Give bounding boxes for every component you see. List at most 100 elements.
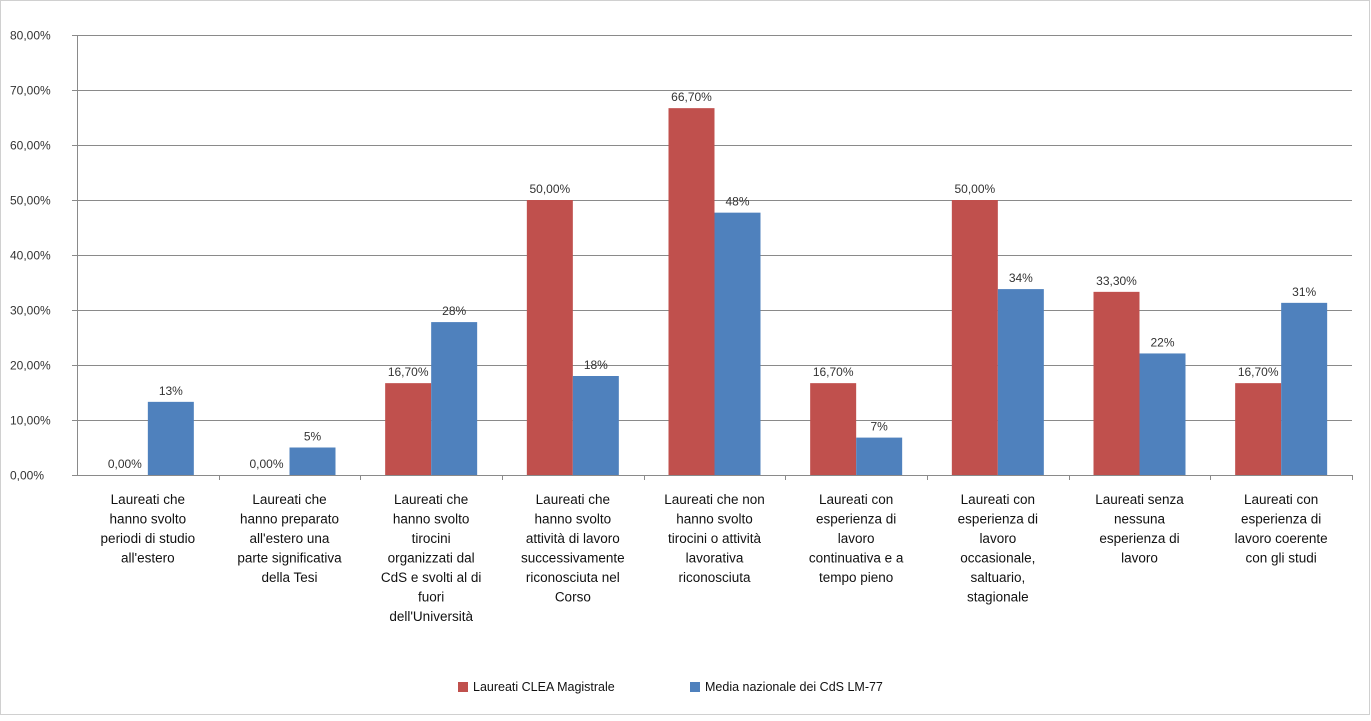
data-label: 0,00% bbox=[249, 457, 283, 471]
category-label: Laureati con bbox=[1244, 492, 1318, 507]
bar-series-2 bbox=[714, 212, 761, 475]
category-label: hanno svolto bbox=[535, 512, 612, 527]
category-label: Laureati che non bbox=[664, 492, 765, 507]
data-label: 16,70% bbox=[388, 365, 429, 379]
category-label: periodi di studio bbox=[101, 531, 196, 546]
category-label: organizzati dal bbox=[388, 551, 475, 566]
data-label: 16,70% bbox=[813, 365, 854, 379]
bar-series-2 bbox=[856, 437, 903, 475]
category-label: all'estero una bbox=[250, 531, 330, 546]
category-label: hanno preparato bbox=[240, 512, 339, 527]
data-label: 66,70% bbox=[671, 90, 712, 104]
category-label: lavoro bbox=[838, 531, 875, 546]
category-label: esperienza di bbox=[958, 512, 1038, 527]
data-label: 31% bbox=[1292, 285, 1316, 299]
data-label: 13% bbox=[159, 384, 183, 398]
category-label: fuori bbox=[418, 590, 444, 605]
legend: Laureati CLEA Magistrale Media nazionale … bbox=[458, 680, 883, 694]
category-label: Laureati senza bbox=[1095, 492, 1184, 507]
bar-series-2 bbox=[997, 289, 1044, 475]
category-label: Laureati che bbox=[536, 492, 610, 507]
category-label: tirocini bbox=[412, 531, 451, 546]
bar-series-2 bbox=[1139, 353, 1186, 475]
y-tick-label: 50,00% bbox=[10, 194, 51, 208]
category-label: saltuario, bbox=[970, 570, 1025, 585]
y-tick-label: 30,00% bbox=[10, 304, 51, 318]
bar-series-2 bbox=[431, 322, 478, 475]
category-label: lavoro bbox=[979, 531, 1016, 546]
category-label: occasionale, bbox=[960, 551, 1035, 566]
bar-series-2 bbox=[572, 376, 619, 475]
category-label: nessuna bbox=[1114, 512, 1166, 527]
bar-series-1 bbox=[951, 200, 998, 475]
axis-layer: 0,00% 10,00% 20,00% 30,00% 40,00% 50,00% 60,00… bbox=[10, 29, 1353, 624]
data-label: 33,30% bbox=[1096, 274, 1137, 288]
bar-series-2 bbox=[1281, 302, 1328, 475]
category-label: Laureati che bbox=[394, 492, 468, 507]
y-tick-label: 40,00% bbox=[10, 249, 51, 263]
category-label: con gli studi bbox=[1246, 551, 1317, 566]
category-label: esperienza di bbox=[1241, 512, 1321, 527]
data-label: 7% bbox=[870, 420, 888, 434]
category-label: hanno svolto bbox=[110, 512, 187, 527]
category-label: della Tesi bbox=[261, 570, 317, 585]
data-label: 50,00% bbox=[954, 182, 995, 196]
bar-series-2 bbox=[147, 401, 194, 475]
category-label: Laureati con bbox=[961, 492, 1035, 507]
category-label: successivamente bbox=[521, 551, 625, 566]
legend-swatch bbox=[458, 682, 468, 692]
category-label: lavorativa bbox=[686, 551, 744, 566]
category-label: esperienza di bbox=[1099, 531, 1179, 546]
bar-series-2 bbox=[289, 447, 336, 475]
data-label: 5% bbox=[304, 430, 322, 444]
bars-layer bbox=[147, 108, 1328, 476]
data-label: 48% bbox=[725, 195, 749, 209]
bar-series-1 bbox=[1235, 383, 1282, 475]
category-label: parte significativa bbox=[237, 551, 342, 566]
category-label: lavoro coerente bbox=[1235, 531, 1328, 546]
data-label: 18% bbox=[584, 358, 608, 372]
category-label: tirocini o attività bbox=[668, 531, 762, 546]
bar-series-1 bbox=[385, 383, 432, 475]
category-label: all'estero bbox=[121, 551, 175, 566]
y-tick-label: 60,00% bbox=[10, 139, 51, 153]
category-label: esperienza di bbox=[816, 512, 896, 527]
category-label: riconosciuta bbox=[678, 570, 751, 585]
category-label: lavoro bbox=[1121, 551, 1158, 566]
category-label: hanno svolto bbox=[676, 512, 753, 527]
data-labels-layer: 0,00% 13% 0,00% 5% 16,70% 28% 50,00% 18% 66,70% 4… bbox=[108, 90, 1317, 471]
data-label: 50,00% bbox=[529, 182, 570, 196]
data-label: 34% bbox=[1009, 271, 1033, 285]
data-label: 22% bbox=[1150, 335, 1174, 349]
bar-series-1 bbox=[810, 383, 857, 475]
y-tick-label: 0,00% bbox=[10, 469, 44, 483]
category-label: dell'Università bbox=[389, 609, 473, 624]
data-label: 16,70% bbox=[1238, 365, 1279, 379]
category-label: hanno svolto bbox=[393, 512, 470, 527]
category-label: riconosciuta nel bbox=[526, 570, 620, 585]
category-label: stagionale bbox=[967, 590, 1029, 605]
bar-series-1 bbox=[1093, 291, 1140, 475]
legend-swatch bbox=[690, 682, 700, 692]
bar-series-1 bbox=[668, 108, 715, 476]
y-tick-label: 70,00% bbox=[10, 84, 51, 98]
bar-series-1 bbox=[526, 200, 573, 475]
category-label: continuativa e a bbox=[809, 551, 904, 566]
legend-label: Laureati CLEA Magistrale bbox=[473, 680, 615, 694]
data-label: 0,00% bbox=[108, 457, 142, 471]
category-label: tempo pieno bbox=[819, 570, 893, 585]
y-tick-label: 20,00% bbox=[10, 359, 51, 373]
data-label: 28% bbox=[442, 304, 466, 318]
category-label: Laureati che bbox=[252, 492, 326, 507]
category-label: Corso bbox=[555, 590, 591, 605]
category-label: CdS e svolti al di bbox=[381, 570, 482, 585]
y-tick-label: 10,00% bbox=[10, 414, 51, 428]
category-label: attività di lavoro bbox=[526, 531, 620, 546]
category-label: Laureati con bbox=[819, 492, 893, 507]
y-tick-label: 80,00% bbox=[10, 29, 51, 43]
category-label: Laureati che bbox=[111, 492, 185, 507]
legend-label: Media nazionale dei CdS LM-77 bbox=[705, 680, 883, 694]
